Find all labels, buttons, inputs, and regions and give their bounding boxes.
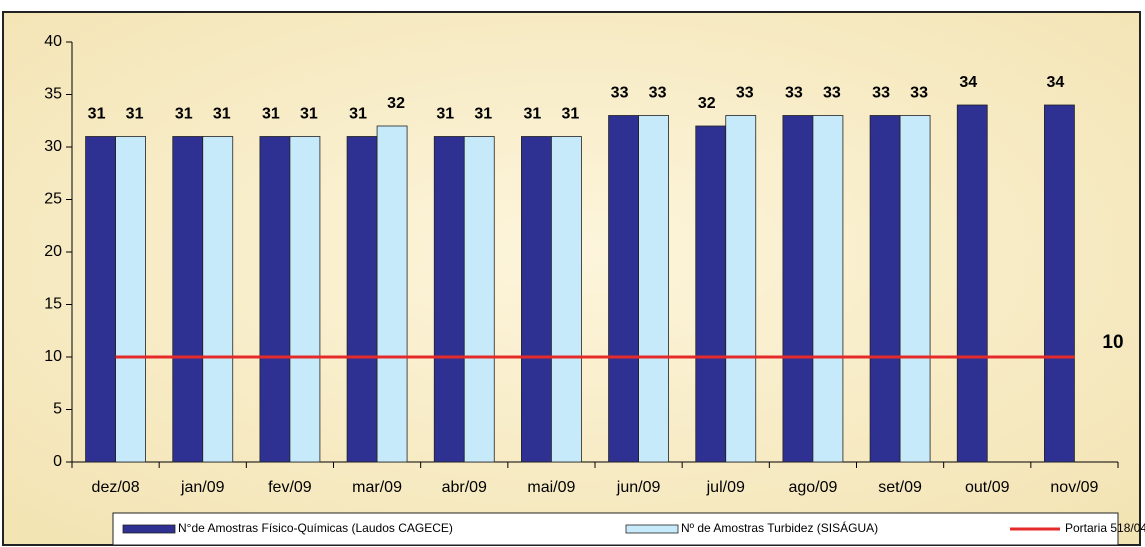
bar xyxy=(521,136,552,463)
bar xyxy=(289,136,321,463)
y-tick-label: 40 xyxy=(44,33,62,50)
y-tick-label: 15 xyxy=(44,296,62,313)
data-label: 31 xyxy=(436,106,454,123)
legend-box xyxy=(112,512,1119,546)
x-tick-label: fev/09 xyxy=(268,479,312,496)
data-label: 33 xyxy=(611,85,629,102)
y-tick-label: 5 xyxy=(53,401,62,418)
y-tick-label: 35 xyxy=(44,86,62,103)
data-label: 31 xyxy=(88,106,106,123)
bar xyxy=(608,115,639,463)
data-label: 31 xyxy=(300,106,318,123)
legend-label: Portaria 518/04 xyxy=(1065,521,1145,535)
x-tick-label: jan/09 xyxy=(180,479,225,496)
data-label: 33 xyxy=(736,85,754,102)
x-tick-label: mai/09 xyxy=(527,479,575,496)
bar xyxy=(346,136,378,463)
data-label: 33 xyxy=(649,85,667,102)
data-label: 31 xyxy=(126,106,144,123)
data-label: 32 xyxy=(387,95,405,112)
legend-swatch xyxy=(122,524,176,534)
x-tick-label: jul/09 xyxy=(706,479,745,496)
bar xyxy=(956,104,988,463)
bar xyxy=(899,115,931,463)
bar xyxy=(433,136,465,463)
data-label: 31 xyxy=(562,106,580,123)
bar xyxy=(551,136,582,463)
data-label: 31 xyxy=(262,106,280,123)
bar xyxy=(725,115,757,463)
bar xyxy=(376,125,408,463)
legend-label: Nº de Amostras Turbidez (SISÁGUA) xyxy=(681,520,878,535)
data-label: 33 xyxy=(872,85,890,102)
x-tick-label: ago/09 xyxy=(788,479,837,496)
bar xyxy=(202,136,234,463)
bar xyxy=(259,136,291,463)
y-tick-label: 10 xyxy=(44,348,62,365)
data-label: 34 xyxy=(1047,74,1065,91)
data-label: 31 xyxy=(175,106,193,123)
data-label: 31 xyxy=(349,106,367,123)
bar xyxy=(695,125,727,463)
bar xyxy=(638,115,669,463)
bar xyxy=(869,115,901,463)
bar xyxy=(1044,104,1075,463)
data-label: 31 xyxy=(524,106,542,123)
x-tick-label: abr/09 xyxy=(442,479,487,496)
x-tick-label: jun/09 xyxy=(616,479,661,496)
bar xyxy=(172,136,204,463)
y-tick-label: 25 xyxy=(44,191,62,208)
x-tick-label: dez/08 xyxy=(92,479,140,496)
bar xyxy=(812,115,844,463)
line-value-label: 10 xyxy=(1102,332,1123,353)
data-label: 31 xyxy=(213,106,231,123)
data-label: 33 xyxy=(823,85,841,102)
data-label: 34 xyxy=(959,74,977,91)
x-tick-label: out/09 xyxy=(965,479,1010,496)
data-label: 33 xyxy=(910,85,928,102)
x-tick-label: set/09 xyxy=(878,479,922,496)
y-tick-label: 20 xyxy=(44,243,62,260)
data-label: 32 xyxy=(698,95,716,112)
bar xyxy=(85,136,116,463)
y-tick-label: 30 xyxy=(44,138,62,155)
x-tick-label: nov/09 xyxy=(1050,479,1098,496)
bar xyxy=(115,136,146,463)
y-tick-label: 0 xyxy=(53,453,62,470)
data-label: 31 xyxy=(474,106,492,123)
x-tick-label: mar/09 xyxy=(352,479,402,496)
data-label: 33 xyxy=(785,85,803,102)
bar xyxy=(463,136,495,463)
bar xyxy=(782,115,814,463)
legend-swatch xyxy=(625,524,679,534)
legend-label: N°de Amostras Físico-Químicas (Laudos CA… xyxy=(178,521,453,535)
